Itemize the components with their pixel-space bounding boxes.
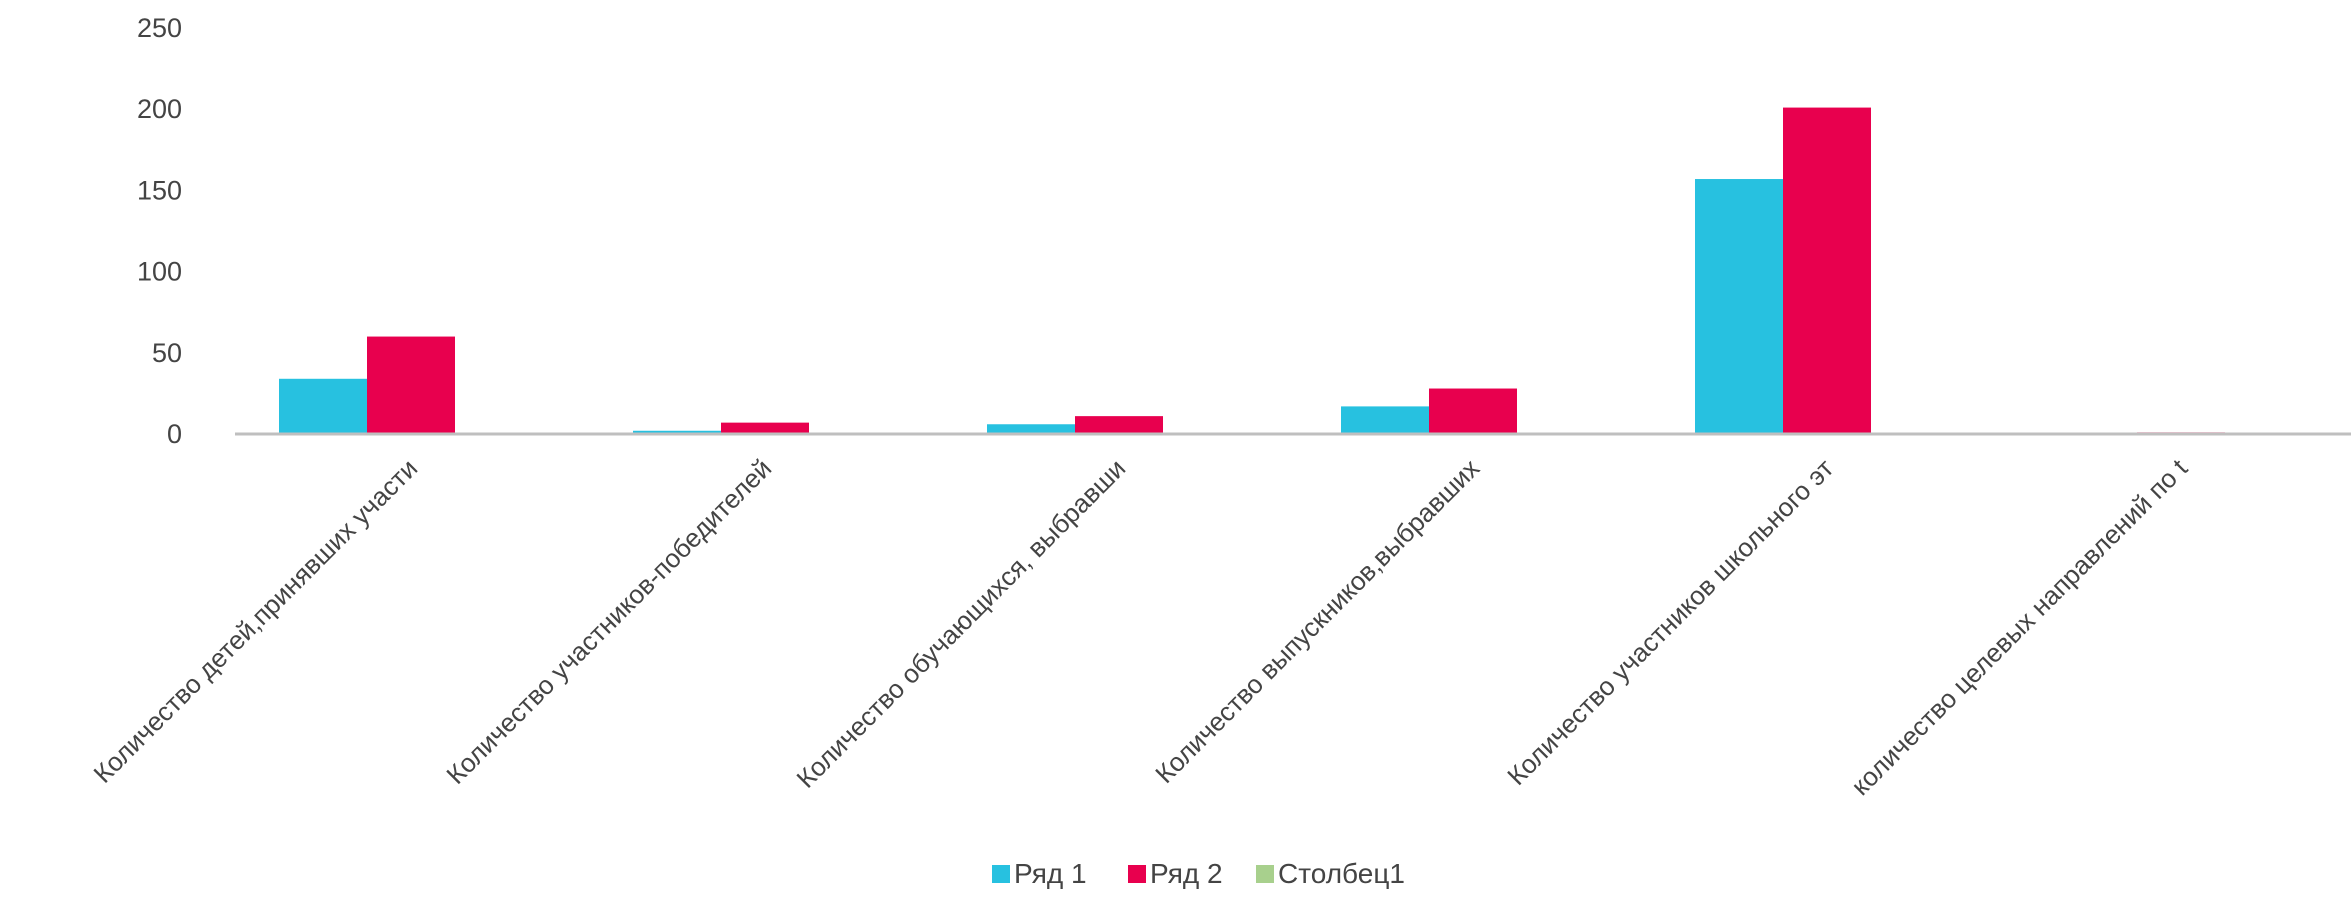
- legend[interactable]: Ряд 1 Ряд 2 Столбец1: [992, 858, 1405, 889]
- y-tick-label: 100: [137, 257, 182, 287]
- legend-swatch-3: [1256, 865, 1274, 883]
- legend-label-1[interactable]: Ряд 1: [1014, 858, 1087, 889]
- bar-series-1[interactable]: [987, 424, 1075, 434]
- x-tick-label: Количество выпускников,выбравших: [1149, 453, 1485, 789]
- x-tick-label: Количество участников школьного эт: [1501, 453, 1839, 791]
- y-axis-ticks: 0 50 100 150 200 250: [137, 13, 182, 449]
- y-tick-label: 250: [137, 13, 182, 43]
- y-tick-label: 150: [137, 175, 182, 205]
- bars: [279, 107, 2225, 435]
- x-axis-tick-labels: Количество детей,принявших участи Количес…: [88, 452, 2194, 801]
- bar-series-2[interactable]: [721, 422, 809, 434]
- bar-series-1[interactable]: [1341, 406, 1429, 434]
- bar-series-2[interactable]: [1075, 416, 1163, 434]
- bar-series-1[interactable]: [1695, 179, 1783, 434]
- legend-swatch-2: [1128, 865, 1146, 883]
- legend-label-3[interactable]: Столбец1: [1278, 858, 1405, 889]
- x-tick-label: Количество обучающихся, выбравши: [791, 453, 1132, 794]
- x-tick-label: Количество детей,принявших участи: [88, 453, 424, 789]
- legend-swatch-1: [992, 865, 1010, 883]
- x-tick-label: количество целевых направлений по t: [1845, 452, 2194, 801]
- y-tick-label: 50: [152, 338, 182, 368]
- legend-label-2[interactable]: Ряд 2: [1150, 858, 1223, 889]
- x-tick-label: Количество участников-победителей: [440, 453, 777, 790]
- bar-series-1[interactable]: [633, 430, 721, 434]
- bar-series-1[interactable]: [279, 378, 367, 434]
- bar-series-2[interactable]: [367, 336, 455, 434]
- bar-series-2[interactable]: [1429, 388, 1517, 434]
- bar-series-2[interactable]: [1783, 107, 1871, 435]
- y-tick-label: 200: [137, 94, 182, 124]
- y-tick-label: 0: [167, 419, 182, 449]
